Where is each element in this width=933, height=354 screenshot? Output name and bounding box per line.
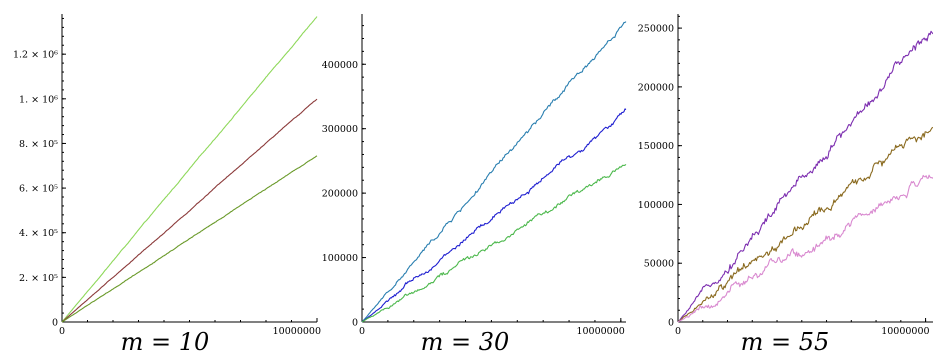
x-tick-label: 0 — [675, 326, 681, 337]
y-tick-label: 400000 — [322, 60, 358, 71]
chart-panel-3: 0 50000 100000 150000 200000 250000 0 10000000 m… — [638, 14, 933, 354]
y-tick-label: 6. × 10⁵ — [19, 184, 58, 195]
series-line-3 — [61, 155, 318, 323]
y-tick-label: 8. × 10⁵ — [19, 139, 58, 150]
panel-caption: m = 10 — [121, 328, 210, 354]
y-tick-label: 300000 — [322, 124, 358, 135]
series-line-2 — [677, 126, 933, 323]
series-line-1 — [61, 16, 318, 323]
y-tick-label: 200000 — [638, 82, 674, 93]
series-line-2 — [61, 98, 318, 323]
x-tick-label: 10000000 — [273, 326, 321, 337]
x-tick-label: 0 — [59, 326, 65, 337]
y-tick-label: 2. × 10⁵ — [19, 273, 58, 284]
panel-caption: m = 30 — [421, 328, 510, 354]
y-tick-label: 200000 — [322, 189, 358, 200]
chart-panel-2: 0 100000 200000 300000 400000 0 10000000 m = 30 — [322, 14, 627, 354]
panel-caption: m = 55 — [741, 328, 830, 354]
x-tick-label: 10000000 — [576, 326, 624, 337]
y-tick-label: 1.2 × 10⁶ — [13, 50, 58, 61]
y-tick-label: 250000 — [638, 24, 674, 35]
chart-panel-1: 0 2. × 10⁵ 4. × 10⁵ 6. × 10⁵ 8. × 10⁵ 1. × 10… — [13, 14, 321, 354]
y-tick-label: 150000 — [638, 141, 674, 152]
series-line-1 — [361, 21, 627, 323]
series-line-3 — [361, 164, 627, 323]
x-tick-label: 0 — [359, 326, 365, 337]
y-tick-label: 4. × 10⁵ — [19, 228, 58, 239]
y-tick-label: 0 — [352, 318, 358, 329]
series-line-1 — [677, 30, 933, 323]
y-tick-label: 100000 — [638, 200, 674, 211]
series-line-2 — [361, 108, 627, 323]
x-tick-label: 10000000 — [881, 326, 929, 337]
y-tick-label: 1. × 10⁶ — [19, 94, 58, 105]
series-line-3 — [677, 174, 933, 323]
y-tick-label: 100000 — [322, 253, 358, 264]
y-tick-label: 0 — [668, 318, 674, 329]
y-tick-label: 50000 — [644, 259, 674, 270]
y-tick-label: 0 — [52, 318, 58, 329]
